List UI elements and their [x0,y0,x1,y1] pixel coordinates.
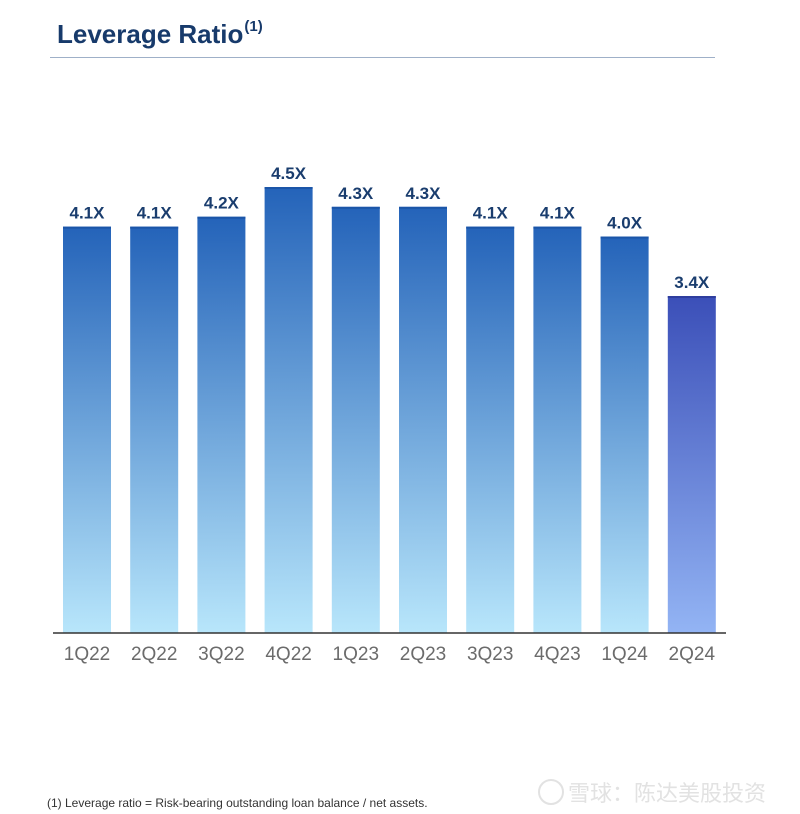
title-divider [50,57,715,58]
data-label: 4.1X [540,204,576,223]
watermark: 雪球：陈达美股投资 [538,776,766,808]
bar-top-edge [466,226,515,229]
bar-top-edge [667,296,716,299]
data-label: 4.1X [70,204,106,223]
bar-top-edge [130,226,179,229]
bar-3Q22 [197,216,246,633]
bar-top-edge [399,206,447,209]
bar-top-edge [63,226,111,229]
data-label: 4.3X [338,184,374,203]
bar-2Q22 [130,226,179,633]
data-label: 4.1X [473,204,509,223]
x-tick-label: 2Q23 [400,644,446,665]
watermark-text: 雪球：陈达美股投资 [568,781,767,806]
bar-top-edge [600,236,649,239]
page-title: Leverage Ratio(1) [57,18,263,50]
x-tick-label: 2Q24 [669,644,716,665]
bar-3Q23 [466,226,515,633]
x-tick-label: 4Q23 [534,644,580,665]
x-tick-label: 2Q22 [131,644,177,665]
footnote: (1) Leverage ratio = Risk-bearing outsta… [47,796,428,810]
data-label: 4.0X [607,214,643,233]
data-label: 4.5X [271,164,307,183]
snowball-logo-icon [538,779,564,805]
bar-4Q22 [264,187,313,633]
x-tick-label: 1Q24 [601,644,648,665]
bar-top-edge [533,226,582,229]
title-footnote-marker: (1) [244,18,263,35]
bar-1Q23 [331,206,380,634]
x-tick-label: 3Q22 [198,644,244,665]
bar-2Q24 [667,296,716,633]
bar-top-edge [264,187,313,189]
bar-1Q22 [63,226,111,633]
data-label: 4.2X [204,194,240,213]
bar-2Q23 [399,206,447,634]
x-tick-label: 1Q23 [333,644,379,665]
data-label: 4.3X [406,184,442,203]
bar-series: 4.1X 1Q22 4.1X 2Q22 4.2X 3Q22 4.5X 4Q22 4.3X 1Q23… [63,164,716,665]
x-tick-label: 1Q22 [64,644,110,665]
x-tick-label: 3Q23 [467,644,513,665]
bar-1Q24 [600,236,649,634]
bar-top-edge [197,216,246,219]
title-text: Leverage Ratio [57,19,244,49]
bar-4Q23 [533,226,582,633]
bar-top-edge [331,206,380,209]
data-label: 4.1X [137,204,173,223]
leverage-ratio-chart: 4.1X 1Q22 4.1X 2Q22 4.2X 3Q22 4.5X 4Q22 4.3X 1Q23… [53,164,726,665]
data-label: 3.4X [674,273,710,292]
x-tick-label: 4Q22 [265,644,311,665]
